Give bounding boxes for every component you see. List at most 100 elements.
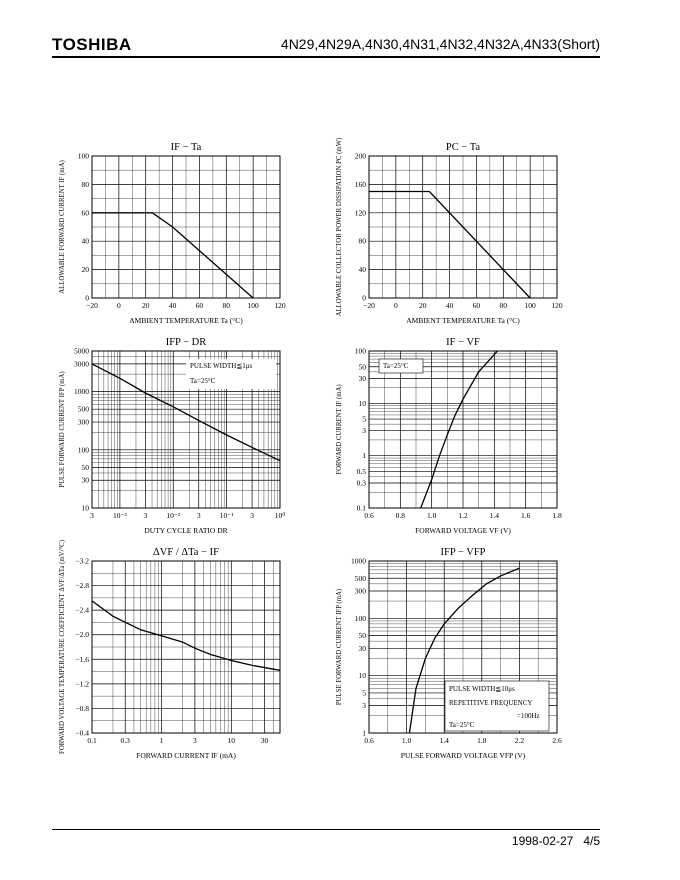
- y-tick-label: 80: [359, 237, 367, 246]
- y-tick-label: 0: [85, 294, 89, 303]
- x-tick-label: 20: [142, 301, 150, 310]
- plot-frame: [91, 155, 281, 299]
- x-tick-label: 1.0: [427, 511, 437, 520]
- x-axis-label: FORWARD VOLTAGE VF (V): [415, 526, 511, 535]
- y-tick-label: 5: [362, 415, 366, 424]
- y-tick-label: 40: [359, 265, 367, 274]
- x-tick-label: 3: [197, 511, 201, 520]
- x-tick-label: 10⁻¹: [220, 511, 234, 520]
- plot-frame: [91, 350, 281, 509]
- x-tick-label: 3: [90, 511, 94, 520]
- x-tick-label: 1.2: [458, 511, 468, 520]
- y-tick-label: 50: [359, 362, 367, 371]
- y-tick-label: 1000: [74, 387, 89, 396]
- y-tick-label: 10: [82, 504, 90, 513]
- y-axis-label: FORWARD VOLTAGE TEMPERATURE COEFFICIENT …: [59, 540, 66, 754]
- chart-dvf-if: 0.1 0.3 1 3 10 30 −0.4 −0.8 −1.2 −1.6 −2.0 −2.4 −2.8…: [59, 540, 281, 760]
- x-tick-label: 3: [193, 736, 197, 745]
- y-axis-label: ALLOWABLE FORWARD CURRENT IF (mA): [59, 160, 66, 294]
- x-tick-label: 100: [525, 301, 537, 310]
- x-tick-label: 1.6: [521, 511, 531, 520]
- x-tick-label: 60: [196, 301, 204, 310]
- x-tick-label: 20: [419, 301, 427, 310]
- y-tick-label: 3: [362, 701, 366, 710]
- series-line: [91, 600, 281, 671]
- y-tick-label: 0: [362, 294, 366, 303]
- x-axis-label: DUTY CYCLE RATIO DR: [144, 526, 227, 535]
- y-tick-label: 0.3: [357, 479, 367, 488]
- y-tick-label: −0.4: [75, 729, 89, 738]
- chart-title: IF − VF: [446, 337, 480, 348]
- header-rule: [52, 56, 600, 58]
- y-tick-label: 300: [355, 586, 367, 595]
- series-line: [92, 212, 254, 299]
- y-axis-label: PULSE FORWARD CURRENT IFP (mA): [59, 371, 66, 487]
- y-tick-label: −0.8: [75, 704, 89, 713]
- x-tick-label: 80: [500, 301, 508, 310]
- x-tick-label: 30: [261, 736, 269, 745]
- x-tick-label: 10⁻³: [113, 511, 127, 520]
- y-tick-label: 5000: [74, 347, 89, 356]
- x-tick-label: 0.6: [364, 511, 374, 520]
- y-tick-label: 100: [78, 152, 90, 161]
- brand-logo: TOSHIBA: [52, 35, 132, 54]
- y-tick-label: 1000: [351, 557, 366, 566]
- x-tick-label: 40: [169, 301, 177, 310]
- chart-title: IFP − DR: [166, 337, 207, 348]
- chart-annotation: Ta=25°C: [383, 362, 409, 370]
- y-axis-label: FORWARD CURRENT IF (mA): [336, 384, 343, 474]
- y-tick-label: 10: [359, 399, 367, 408]
- y-tick-label: 100: [355, 347, 367, 356]
- x-tick-label: 120: [274, 301, 286, 310]
- x-tick-label: 1: [160, 736, 164, 745]
- chart-title: IF − Ta: [171, 142, 202, 153]
- footer-rule: [52, 829, 600, 830]
- chart-title: ΔVF / ΔTa − IF: [153, 547, 219, 558]
- plot-frame: [368, 350, 558, 509]
- annotation-box: [186, 359, 276, 389]
- y-tick-label: 0.1: [357, 504, 367, 513]
- series-line: [408, 567, 520, 734]
- x-tick-label: 0.6: [364, 736, 374, 745]
- x-tick-label: 1.8: [552, 511, 562, 520]
- y-tick-label: 30: [359, 374, 367, 383]
- x-tick-label: −20: [86, 301, 98, 310]
- chart-title: IFP − VFP: [440, 547, 485, 558]
- y-tick-label: −1.6: [75, 655, 89, 664]
- y-tick-label: −2.0: [75, 630, 89, 639]
- annotation-box: [444, 680, 550, 732]
- y-tick-label: 50: [82, 463, 90, 472]
- y-tick-label: 30: [359, 644, 367, 653]
- x-axis-label: PULSE FORWARD VOLTAGE VFP (V): [401, 751, 526, 760]
- chart-annotation: Ta=25°C: [190, 377, 216, 385]
- x-tick-label: 0.8: [396, 511, 406, 520]
- y-axis-label: ALLOWABLE COLLECTOR POWER DISSIPATION PC…: [336, 138, 343, 317]
- x-tick-label: 3: [250, 511, 254, 520]
- chart-annotation: PULSE WIDTH≦10μs: [449, 685, 515, 693]
- y-tick-label: 120: [355, 208, 367, 217]
- y-tick-label: 500: [355, 574, 367, 583]
- y-tick-label: 500: [78, 405, 90, 414]
- y-tick-label: −2.8: [75, 581, 89, 590]
- x-tick-label: 1.8: [477, 736, 487, 745]
- x-axis-label: AMBIENT TEMPERATURE Ta (°C): [129, 316, 243, 325]
- chart-annotation: REPETITIVE FREQUENCY: [449, 699, 532, 707]
- y-tick-label: 60: [82, 208, 90, 217]
- y-tick-label: 3: [362, 426, 366, 435]
- x-tick-label: 2.2: [515, 736, 525, 745]
- footer-text: 1998-02-27 4/5: [512, 834, 600, 848]
- y-tick-label: 20: [82, 265, 90, 274]
- chart-ifp-vfp: 0.6 1.0 1.4 1.8 2.2 2.6 1 3 5 10 30 50 100 300 500 1000…: [336, 547, 562, 760]
- y-tick-label: −1.2: [75, 679, 89, 688]
- chart-annotation: PULSE WIDTH≦1μs: [190, 362, 252, 370]
- x-tick-label: 0.1: [87, 736, 97, 745]
- y-tick-label: 160: [355, 180, 367, 189]
- y-tick-label: −3.2: [75, 557, 89, 566]
- x-tick-label: 10⁰: [275, 511, 286, 520]
- y-tick-label: 200: [355, 152, 367, 161]
- chart-annotation: Ta=25°C: [449, 721, 475, 729]
- x-tick-label: 120: [551, 301, 563, 310]
- x-tick-label: −20: [363, 301, 375, 310]
